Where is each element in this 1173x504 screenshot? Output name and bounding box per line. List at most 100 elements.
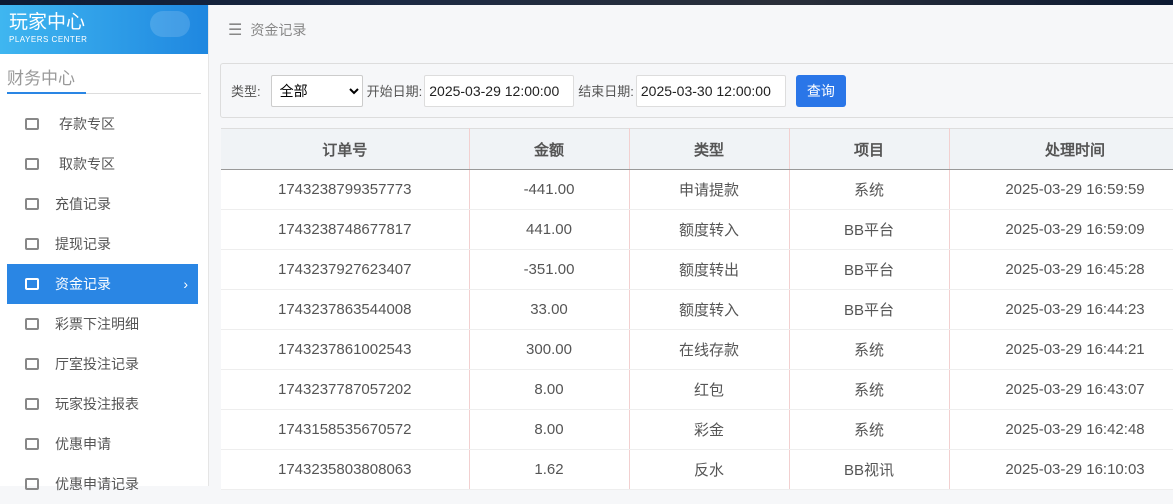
table-row: 1743238748677817 441.00 额度转入 BB平台 2025-03-29… — [221, 209, 1173, 250]
start-date-input[interactable] — [424, 74, 575, 107]
money-bag-icon — [25, 198, 39, 210]
menu-icon[interactable]: ☰ — [228, 21, 243, 39]
table-cell: 8.00 — [469, 409, 630, 450]
sidebar-item[interactable]: 取款专区 — [7, 144, 198, 184]
table-cell: 1743235803808063 — [221, 449, 470, 490]
table-cell: 441.00 — [469, 209, 630, 250]
table-row: 1743158535670572 8.00 彩金 系统 2025-03-29 16:42… — [221, 409, 1173, 450]
table-cell: 2025-03-29 16:10:03 — [949, 449, 1173, 490]
sidebar: 玩家中心 PLAYERS CENTER 财务中心 存款专区取款专区充值记录提现记… — [0, 5, 209, 492]
table-cell: 额度转入 — [629, 289, 790, 330]
table-cell: 1743237787057202 — [221, 369, 470, 410]
column-header: 金额 — [469, 128, 630, 170]
table-cell: BB视讯 — [789, 449, 950, 490]
sidebar-item[interactable]: 优惠申请记录 — [7, 464, 198, 504]
table-cell: 1743237927623407 — [221, 249, 470, 290]
sidebar-item[interactable]: 彩票下注明细 — [7, 304, 198, 344]
sidebar-item-label: 提现记录 — [55, 236, 111, 252]
list-bullet-icon — [25, 358, 39, 370]
table-cell: 2025-03-29 16:43:07 — [949, 369, 1173, 410]
table-cell: 系统 — [789, 329, 950, 370]
hand-money-icon — [25, 158, 39, 170]
table-cell: 额度转入 — [629, 209, 790, 250]
table-cell: 彩金 — [629, 409, 790, 450]
card-icon — [25, 118, 39, 130]
query-button[interactable]: 查询 — [795, 74, 846, 107]
chevron-right-icon: › — [183, 276, 188, 292]
table-cell: 1743238799357773 — [221, 169, 470, 210]
sidebar-item-label: 优惠申请记录 — [55, 476, 139, 492]
list-icon — [25, 318, 39, 330]
table-row: 1743237863544008 33.00 额度转入 BB平台 2025-03-29 … — [221, 289, 1173, 330]
column-header: 类型 — [629, 128, 790, 170]
filter-bar: 类型: 全部 开始日期: 结束日期: 查询 — [220, 63, 1173, 118]
top-strip — [0, 0, 1173, 5]
end-date-input[interactable] — [635, 74, 786, 107]
type-label: 类型: — [231, 84, 261, 99]
table-cell: 2025-03-29 16:45:28 — [949, 249, 1173, 290]
sidebar-item[interactable]: 优惠申请 — [7, 424, 198, 464]
gift-icon — [25, 438, 39, 450]
sidebar-item-label: 资金记录 — [55, 276, 111, 292]
sidebar-item[interactable]: 资金记录 › — [7, 264, 198, 304]
sidebar-item-label: 厅室投注记录 — [55, 356, 139, 372]
sidebar-item-label: 玩家投注报表 — [55, 396, 139, 412]
gamepad-icon — [150, 11, 190, 37]
sidebar-item-label: 取款专区 — [59, 156, 115, 172]
table-cell: -351.00 — [469, 249, 630, 290]
logo-subtitle: PLAYERS CENTER — [9, 35, 88, 44]
table-cell: 2025-03-29 16:42:48 — [949, 409, 1173, 450]
wallet-icon — [25, 238, 39, 250]
table-row: 1743238799357773 -441.00 申请提款 系统 2025-03-29 … — [221, 169, 1173, 210]
table-cell: 反水 — [629, 449, 790, 490]
sidebar-item-label: 优惠申请 — [55, 436, 111, 452]
table-cell: 33.00 — [469, 289, 630, 330]
column-header: 处理时间 — [949, 128, 1173, 170]
table-cell: 在线存款 — [629, 329, 790, 370]
sidebar-menu: 存款专区取款专区充值记录提现记录资金记录 › 彩票下注明细 厅室投注记录 玩家投注报表优… — [0, 104, 208, 504]
table-cell: 1.62 — [469, 449, 630, 490]
table-cell: -441.00 — [469, 169, 630, 210]
sidebar-item[interactable]: 提现记录 — [7, 224, 198, 264]
table-cell: 1743238748677817 — [221, 209, 470, 250]
table-cell: 300.00 — [469, 329, 630, 370]
table-cell: BB平台 — [789, 249, 950, 290]
sidebar-item[interactable]: 玩家投注报表 — [7, 384, 198, 424]
table-row: 1743237861002543 300.00 在线存款 系统 2025-03-29 1… — [221, 329, 1173, 370]
sidebar-item[interactable]: 厅室投注记录 — [7, 344, 198, 384]
column-header: 项目 — [789, 128, 950, 170]
table-row: 1743237787057202 8.00 红包 系统 2025-03-29 16:43… — [221, 369, 1173, 410]
column-header: 订单号 — [221, 128, 470, 170]
table-cell: BB平台 — [789, 209, 950, 250]
records-table: 订单号 金额 类型 项目 处理时间 1743238799357773 -441.00 申请提… — [221, 128, 1173, 490]
table-cell: 2025-03-29 16:59:59 — [949, 169, 1173, 210]
table-cell: BB平台 — [789, 289, 950, 330]
table-row: 1743235803808063 1.62 反水 BB视讯 2025-03-29 16:… — [221, 449, 1173, 490]
table-cell: 系统 — [789, 369, 950, 410]
sidebar-item-label: 彩票下注明细 — [55, 316, 139, 332]
type-select[interactable]: 全部 — [270, 74, 363, 107]
logo: 玩家中心 PLAYERS CENTER — [0, 5, 208, 54]
table-cell: 1743237863544008 — [221, 289, 470, 330]
table-cell: 1743237861002543 — [221, 329, 470, 370]
sidebar-item-label: 存款专区 — [59, 116, 115, 132]
cash-icon — [25, 278, 39, 290]
breadcrumb-label: 资金记录 — [250, 21, 307, 38]
table-cell: 额度转出 — [629, 249, 790, 290]
table-cell: 2025-03-29 16:44:21 — [949, 329, 1173, 370]
sidebar-item[interactable]: 充值记录 — [7, 184, 198, 224]
main: ☰ 资金记录 类型: 全部 开始日期: 结束日期: 查询 订单号金额类型项目处理… — [210, 5, 1173, 490]
sidebar-item[interactable]: 存款专区 — [7, 104, 198, 144]
table-cell: 1743158535670572 — [221, 409, 470, 450]
table-cell: 申请提款 — [629, 169, 790, 210]
logo-title: 玩家中心 — [9, 12, 86, 33]
table-cell: 系统 — [789, 409, 950, 450]
breadcrumb: ☰ 资金记录 — [210, 5, 1173, 54]
table-cell: 系统 — [789, 169, 950, 210]
end-date-label: 结束日期: — [578, 84, 634, 99]
section-title: 财务中心 — [7, 62, 201, 94]
list-bullet-icon — [25, 478, 39, 490]
table-cell: 2025-03-29 16:59:09 — [949, 209, 1173, 250]
table-row: 1743237927623407 -351.00 额度转出 BB平台 2025-03-2… — [221, 249, 1173, 290]
sidebar-item-label: 充值记录 — [55, 196, 111, 212]
